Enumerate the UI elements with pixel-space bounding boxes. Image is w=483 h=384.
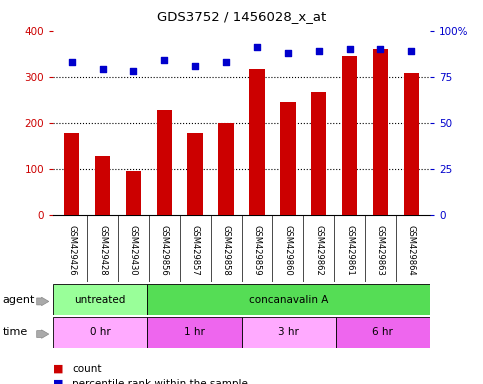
Bar — [64, 133, 79, 215]
Text: untreated: untreated — [74, 295, 126, 305]
Bar — [147, 317, 242, 348]
Text: GSM429426: GSM429426 — [67, 225, 76, 276]
Text: GSM429863: GSM429863 — [376, 225, 385, 276]
Point — [191, 63, 199, 69]
Bar — [187, 133, 203, 215]
Bar — [280, 102, 296, 215]
Text: 6 hr: 6 hr — [372, 327, 393, 337]
Text: concanavalin A: concanavalin A — [249, 295, 328, 305]
Point — [160, 57, 168, 63]
Bar — [126, 171, 141, 215]
Bar — [336, 317, 430, 348]
Text: count: count — [72, 364, 102, 374]
Text: GSM429428: GSM429428 — [98, 225, 107, 276]
Text: GSM429858: GSM429858 — [222, 225, 230, 276]
Text: GSM429861: GSM429861 — [345, 225, 354, 276]
Bar — [404, 73, 419, 215]
Bar — [95, 156, 110, 215]
Point — [68, 59, 75, 65]
Text: ■: ■ — [53, 364, 64, 374]
Point — [346, 46, 354, 52]
Point — [253, 44, 261, 50]
Bar — [147, 284, 430, 315]
Text: GSM429862: GSM429862 — [314, 225, 323, 276]
Point — [408, 48, 415, 54]
Bar — [342, 56, 357, 215]
Bar — [218, 123, 234, 215]
Point — [99, 66, 106, 73]
Bar — [311, 91, 327, 215]
Text: GSM429864: GSM429864 — [407, 225, 416, 276]
Bar — [156, 110, 172, 215]
Point — [129, 68, 137, 74]
Text: 3 hr: 3 hr — [278, 327, 299, 337]
Bar — [53, 317, 147, 348]
Text: time: time — [2, 327, 28, 337]
Text: GSM429860: GSM429860 — [284, 225, 292, 276]
Point — [222, 59, 230, 65]
Text: ■: ■ — [53, 379, 64, 384]
Bar — [53, 284, 147, 315]
Bar — [249, 68, 265, 215]
Text: 1 hr: 1 hr — [184, 327, 205, 337]
Point — [284, 50, 292, 56]
Text: GSM429857: GSM429857 — [191, 225, 199, 276]
Text: GSM429430: GSM429430 — [129, 225, 138, 276]
Text: GDS3752 / 1456028_x_at: GDS3752 / 1456028_x_at — [157, 10, 326, 23]
Text: 0 hr: 0 hr — [90, 327, 111, 337]
Point — [377, 46, 384, 52]
Text: GSM429856: GSM429856 — [160, 225, 169, 276]
Text: agent: agent — [2, 295, 35, 305]
Text: percentile rank within the sample: percentile rank within the sample — [72, 379, 248, 384]
Bar — [373, 49, 388, 215]
Text: GSM429859: GSM429859 — [253, 225, 261, 276]
Bar — [242, 317, 336, 348]
Point — [315, 48, 323, 54]
